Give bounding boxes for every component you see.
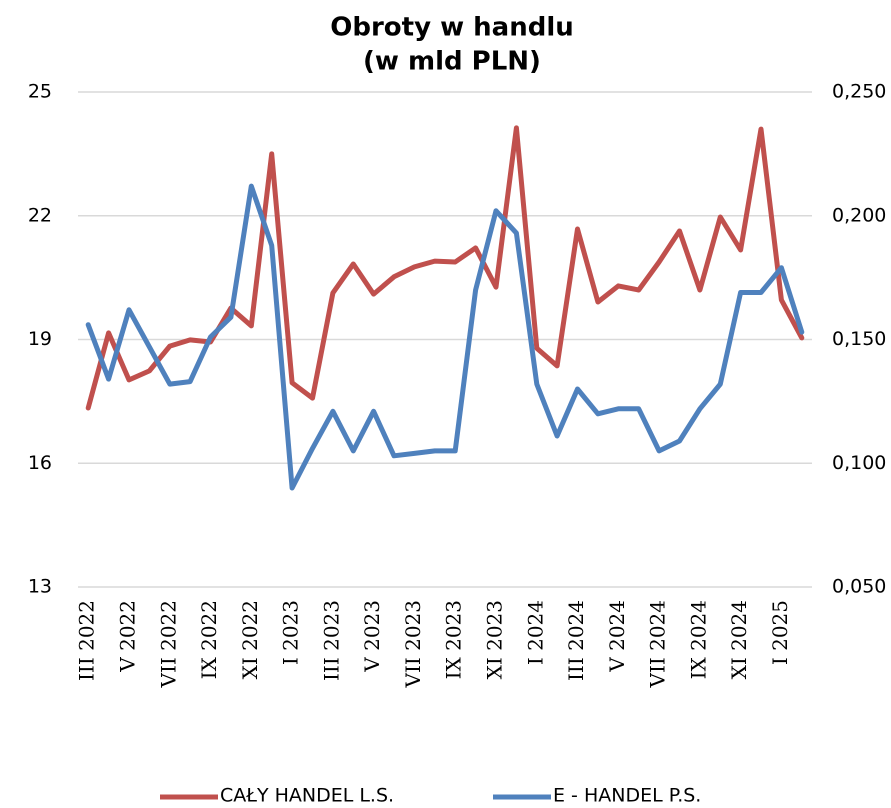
x-tick-label: IX 2022 (197, 600, 221, 679)
x-tick-label: V 2024 (605, 600, 629, 673)
y2-tick-label: 0,200 (832, 204, 886, 226)
x-tick-label: XI 2023 (482, 600, 506, 679)
legend-label: E - HANDEL P.S. (553, 785, 701, 807)
y-tick-label: 19 (28, 328, 52, 350)
x-tick-label: V 2022 (115, 600, 139, 673)
x-tick-label: III 2024 (564, 600, 588, 681)
x-tick-label: III 2022 (75, 600, 99, 681)
chart-title: (w mld PLN) (363, 47, 541, 77)
y-tick-label: 25 (28, 81, 52, 103)
x-tick-label: XI 2022 (238, 600, 262, 679)
y-tick-label: 13 (28, 576, 52, 598)
legend-label: CAŁY HANDEL L.S. (220, 785, 394, 807)
y2-tick-label: 0,050 (832, 576, 886, 598)
x-tick-label: IX 2023 (442, 600, 466, 679)
x-tick-label: VII 2024 (646, 600, 670, 689)
x-tick-label: VII 2023 (401, 600, 425, 689)
x-tick-label: I 2024 (523, 600, 547, 665)
chart-title: Obroty w handlu (330, 13, 574, 43)
y2-tick-label: 0,100 (832, 452, 886, 474)
x-tick-label: IX 2024 (686, 600, 710, 679)
x-tick-label: I 2025 (768, 600, 792, 665)
y2-tick-label: 0,250 (832, 81, 886, 103)
y-tick-label: 22 (28, 204, 52, 226)
series-line (85, 183, 805, 491)
y-tick-label: 16 (28, 452, 52, 474)
x-tick-label: III 2023 (319, 600, 343, 681)
x-tick-label: I 2023 (279, 600, 303, 665)
x-tick-label: XI 2024 (727, 600, 751, 679)
x-tick-label: VII 2022 (156, 600, 180, 689)
y2-tick-label: 0,150 (832, 328, 886, 350)
x-tick-label: V 2023 (360, 600, 384, 673)
